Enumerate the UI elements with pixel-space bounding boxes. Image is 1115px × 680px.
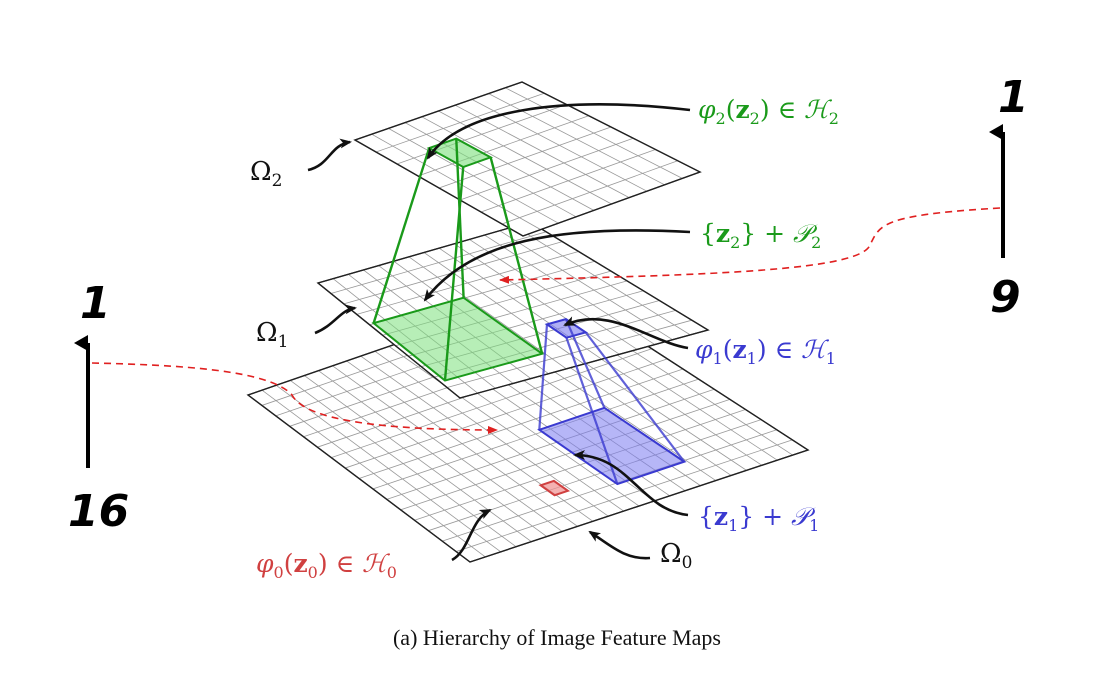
patch-highlights	[371, 137, 687, 497]
omega2-gridline	[417, 115, 589, 177]
omega1-gridline	[469, 239, 638, 350]
layer-omega2-grid	[353, 81, 702, 237]
patch1-label: {z1} + 𝒫1	[698, 502, 819, 535]
figure-caption: (a) Hierarchy of Image Feature Maps	[393, 625, 721, 650]
pyramid2-edge	[489, 157, 544, 355]
arrow-omega0	[588, 530, 651, 560]
omega2-label: Ω2	[250, 157, 282, 191]
pyramid1-edge	[584, 331, 686, 463]
omega1-gridline	[356, 251, 579, 315]
omega1-gridline	[454, 243, 620, 355]
omega2-gridline	[459, 137, 634, 201]
dashed-link-upper	[499, 207, 1001, 284]
omega1-label: Ω1	[256, 318, 288, 352]
omega0-gridline	[386, 388, 715, 500]
omega1-gridline	[330, 231, 547, 294]
arrow-patch1	[573, 450, 689, 517]
omega2-gridline	[396, 104, 567, 165]
omega0-gridline	[400, 398, 731, 511]
omega0-gridline	[344, 358, 668, 469]
omega2-gridline	[501, 160, 678, 225]
omega2-border	[353, 81, 702, 237]
omega0-gridline	[414, 409, 746, 521]
omega1-gridline	[499, 230, 673, 341]
pyramid1-edge	[538, 324, 549, 430]
arrow-phi2	[426, 103, 691, 160]
dashed-link-lower	[91, 362, 498, 434]
phi0-label: φ0(z0) ∈ ℋ0	[256, 549, 397, 582]
omega2-gridline	[438, 126, 612, 189]
omega0-label: Ω0	[660, 539, 692, 573]
pyramid2-edge	[443, 166, 465, 381]
omega0-gridline	[331, 348, 652, 459]
omega1-gridline	[423, 252, 585, 365]
patch2-label: {z2} + 𝒫2	[700, 219, 821, 252]
arrow-patch2	[423, 229, 691, 302]
phi1-label: φ1(z1) ∈ ℋ1	[695, 335, 836, 368]
omega1-border	[316, 221, 710, 399]
phi0-cell	[538, 479, 571, 497]
pointer-arrows	[307, 103, 691, 562]
receptive-field-pyramids	[372, 138, 686, 485]
arrow-omega1	[314, 304, 357, 335]
annotation-right-top: 1	[998, 72, 1029, 123]
pyramid2-edge	[372, 147, 431, 324]
omega0-gridline	[455, 439, 793, 552]
annotation-left-bottom: 16	[68, 486, 129, 537]
pyramid1-edge	[564, 318, 606, 409]
arrow-omega2	[307, 138, 352, 172]
omega0-gridline	[372, 378, 699, 490]
arrow-phi0	[451, 508, 492, 562]
dashed-links	[91, 207, 1001, 434]
omega2-gridline	[480, 149, 656, 213]
omega0-gridline	[358, 368, 684, 479]
scale-arrows	[74, 124, 1005, 468]
pyramid1-edge	[565, 337, 619, 485]
omega2-gridline	[375, 92, 545, 153]
omega0-gridline	[442, 429, 777, 542]
phi2-label: φ2(z2) ∈ ℋ2	[698, 95, 839, 128]
annotation-left-top: 1	[80, 278, 111, 329]
annotation-right-bottom: 9	[990, 272, 1021, 323]
omega1-gridline	[446, 319, 692, 388]
arrow-phi1	[563, 316, 689, 350]
omega1-gridline	[514, 226, 691, 336]
